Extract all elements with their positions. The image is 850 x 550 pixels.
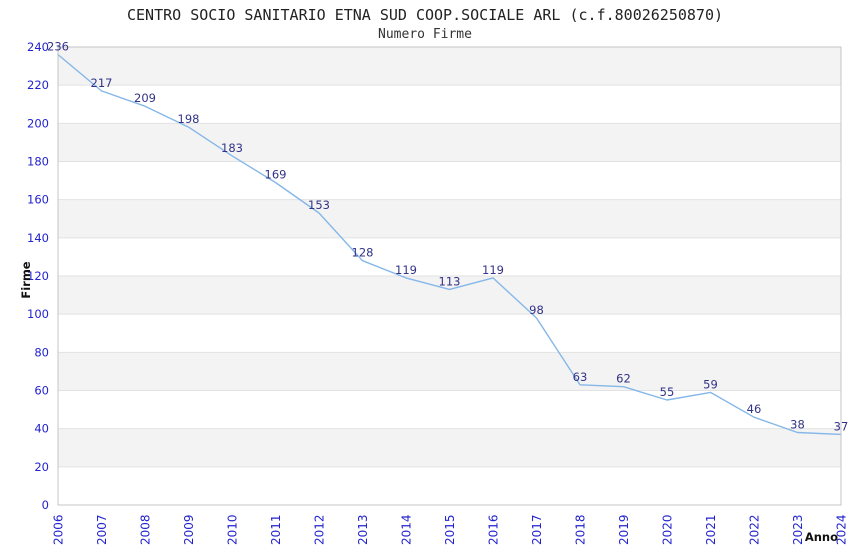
y-tick-label: 60	[34, 384, 49, 398]
x-axis-title: Anno	[805, 530, 838, 544]
x-tick-label: 2018	[574, 514, 588, 545]
x-tick-label: 2022	[748, 514, 762, 545]
plot-band	[58, 428, 841, 467]
point-label: 37	[834, 419, 849, 433]
y-tick-label: 140	[27, 231, 49, 245]
point-label: 63	[573, 370, 588, 384]
x-tick-label: 2013	[356, 514, 370, 545]
x-tick-label: 2023	[791, 514, 805, 545]
y-tick-label: 20	[34, 460, 49, 474]
x-tick-label: 2010	[226, 514, 240, 545]
point-label: 38	[790, 417, 805, 431]
chart-title: CENTRO SOCIO SANITARIO ETNA SUD COOP.SOC…	[126, 6, 724, 24]
point-label: 98	[529, 303, 544, 317]
x-tick-label: 2024	[835, 514, 849, 545]
x-tick-label: 2019	[617, 514, 631, 545]
point-label: 153	[308, 198, 330, 212]
x-tick-label: 2008	[139, 514, 153, 545]
point-label: 59	[703, 377, 718, 391]
y-tick-label: 120	[27, 269, 49, 283]
y-tick-label: 100	[27, 307, 49, 321]
x-tick-label: 2021	[704, 514, 718, 545]
y-tick-label: 80	[34, 345, 49, 359]
plot-border	[57, 46, 842, 506]
plot-band	[58, 352, 841, 391]
x-tick-label: 2015	[443, 514, 457, 545]
y-tick-label: 200	[27, 116, 49, 130]
x-tick-label: 2017	[530, 514, 544, 545]
point-label: 209	[134, 91, 156, 105]
x-tick-label: 2020	[661, 514, 675, 545]
plot-band	[58, 276, 841, 315]
point-label: 217	[91, 76, 113, 90]
x-tick-label: 2012	[313, 514, 327, 545]
y-tick-label: 160	[27, 193, 49, 207]
y-tick-label: 40	[34, 422, 49, 436]
plot-band	[58, 123, 841, 162]
point-label: 119	[482, 263, 504, 277]
point-label: 113	[439, 274, 461, 288]
y-axis-title: Firme	[19, 261, 33, 298]
point-label: 46	[747, 402, 762, 416]
y-tick-label: 0	[42, 498, 49, 512]
x-tick-label: 2016	[487, 514, 501, 545]
point-label: 128	[352, 246, 374, 260]
point-label: 198	[178, 112, 200, 126]
point-label: 169	[265, 167, 287, 181]
point-label: 119	[395, 263, 417, 277]
x-tick-label: 2009	[182, 514, 196, 545]
plot-band	[58, 47, 841, 86]
point-label: 55	[660, 385, 675, 399]
x-tick-label: 2006	[52, 514, 66, 545]
point-label: 62	[616, 372, 631, 386]
x-tick-label: 2014	[400, 514, 414, 545]
y-tick-label: 180	[27, 155, 49, 169]
y-tick-label: 240	[27, 40, 49, 54]
x-tick-label: 2011	[269, 514, 283, 545]
y-tick-label: 220	[27, 78, 49, 92]
point-label: 236	[47, 40, 69, 54]
plot-band	[58, 199, 841, 238]
chart-subtitle: Numero Firme	[378, 27, 472, 42]
point-label: 183	[221, 141, 243, 155]
x-tick-label: 2007	[95, 514, 109, 545]
series-line	[57, 53, 842, 436]
